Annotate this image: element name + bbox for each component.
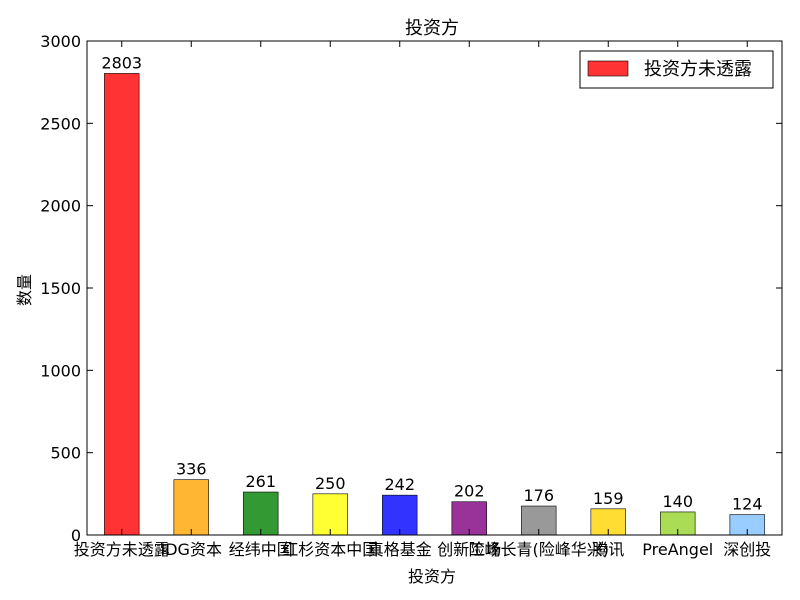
- y-tick-label: 3000: [40, 32, 81, 51]
- y-tick-label: 1500: [40, 279, 81, 298]
- value-label: 140: [662, 492, 693, 511]
- value-label: 124: [732, 495, 763, 514]
- chart-title: 投资方: [405, 18, 459, 39]
- y-tick-label: 2000: [40, 197, 81, 216]
- bar: [173, 479, 209, 536]
- bar: [312, 493, 348, 536]
- value-labels: 2803 336 261 250 242 202 176 159 140 124: [101, 53, 762, 513]
- x-tick-label: 创新工场: [437, 540, 501, 559]
- x-tick-label: 红杉资本中国: [282, 540, 378, 559]
- x-tick-label: 深创投: [723, 540, 771, 559]
- value-label: 159: [593, 489, 624, 508]
- value-label: 261: [245, 472, 276, 491]
- x-tick-label: 腾讯: [592, 540, 624, 559]
- value-label: 336: [176, 460, 207, 479]
- value-label: 176: [523, 486, 554, 505]
- x-tick-label: 险峰长青(险峰华兴): [469, 540, 610, 559]
- value-label: 250: [315, 474, 346, 493]
- y-axis-title: 数量: [15, 274, 34, 306]
- bar: [382, 494, 418, 536]
- legend-swatch: [587, 60, 629, 77]
- y-tick-label: 1000: [40, 361, 81, 380]
- y-tick-label: 500: [50, 444, 81, 463]
- plot-frame: [86, 40, 783, 536]
- bar: [104, 73, 140, 536]
- legend: 投资方未透露: [579, 50, 774, 89]
- bar: [243, 491, 279, 536]
- y-tick-label: 0: [71, 526, 81, 545]
- x-tick-label: 投资方未透露: [74, 540, 170, 559]
- value-label: 202: [454, 482, 485, 501]
- value-label: 2803: [101, 53, 142, 72]
- y-tick-label: 2500: [40, 114, 81, 133]
- x-tick-label: 经纬中国: [229, 540, 293, 559]
- x-tick-label: PreAngel: [642, 540, 713, 559]
- y-ticks: 0 500 1000 1500 2000 2500 3000: [40, 32, 782, 545]
- x-axis-title: 投资方: [408, 567, 456, 586]
- legend-label: 投资方未透露: [644, 59, 752, 80]
- value-label: 242: [384, 475, 415, 494]
- x-tick-label: 真格基金: [368, 540, 432, 559]
- x-tick-label: IDG资本: [161, 540, 222, 559]
